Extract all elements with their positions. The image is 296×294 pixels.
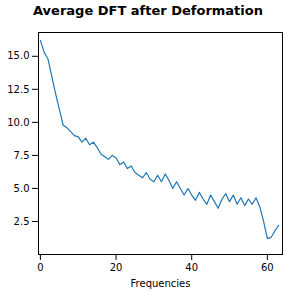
svg-text:Frequencies: Frequencies	[131, 278, 191, 289]
svg-text:60: 60	[261, 262, 274, 273]
svg-text:2.5: 2.5	[14, 216, 30, 227]
svg-text:40: 40	[185, 262, 198, 273]
svg-text:7.5: 7.5	[14, 150, 30, 161]
svg-text:0: 0	[37, 262, 43, 273]
svg-text:10.0: 10.0	[7, 117, 29, 128]
svg-text:20: 20	[110, 262, 123, 273]
svg-text:15.0: 15.0	[7, 50, 29, 61]
html-text:Average DFT after Deformation: Average DFT after Deformation	[33, 3, 263, 18]
svg-text:5.0: 5.0	[14, 183, 30, 194]
svg-text:12.5: 12.5	[7, 84, 29, 95]
